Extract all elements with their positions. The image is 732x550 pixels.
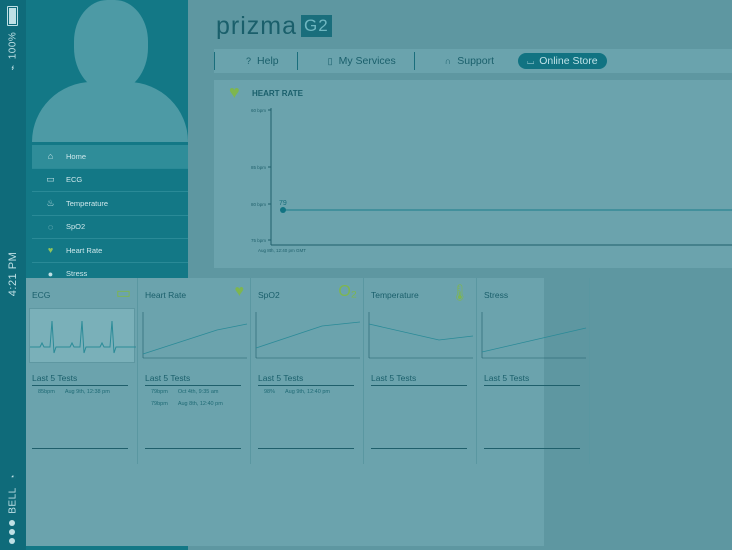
last-tests-label: Last 5 Tests xyxy=(371,373,467,386)
card-icon: 🌡 xyxy=(449,285,470,302)
ecg-preview xyxy=(29,308,136,363)
card-title: SpO2 xyxy=(258,290,280,300)
signal-dots xyxy=(9,520,15,544)
test-row[interactable]: 98% Aug 9th, 12:40 pm xyxy=(264,389,330,395)
logo: prizma G2 xyxy=(216,12,332,41)
divider xyxy=(32,448,128,449)
data-label: 79 xyxy=(279,200,287,207)
divider xyxy=(484,448,580,449)
sidebar-item-label: SpO2 xyxy=(66,222,86,232)
test-row[interactable]: 79bpm Oct 4th, 9:35 am xyxy=(151,389,219,395)
y-tick-label: 85 bpm xyxy=(251,165,266,170)
battery-icon xyxy=(7,6,18,26)
thermometer-icon: ♨ xyxy=(46,197,55,208)
ecg-icon: ▭ xyxy=(46,174,55,185)
carrier-label: BELL xyxy=(7,487,19,514)
test-card-temperature[interactable]: Temperature 🌡 Last 5 Tests xyxy=(365,278,477,464)
test-card-spo2[interactable]: SpO2 O₂ Last 5 Tests 98% Aug 9th, 12:40 pm xyxy=(252,278,364,464)
mini-chart xyxy=(255,312,361,359)
online-store-button[interactable]: ⌴ Online Store xyxy=(518,52,607,70)
stress-icon: ● xyxy=(47,268,54,279)
card-title: Temperature xyxy=(371,290,419,300)
test-card-ecg[interactable]: ECG ▭ Last 5 Tests 85bpm Aug 9th, 12:38 pm xyxy=(26,278,138,464)
support-icon: ∩ xyxy=(444,56,452,66)
tests-section: ECG ▭ Last 5 Tests 85bpm Aug 9th, 12:38 pm He… xyxy=(26,278,590,546)
sidebar-item-label: ECG xyxy=(66,175,83,185)
heart-icon: ♥ xyxy=(229,82,240,102)
sidebar-item-ecg[interactable]: ▭ ECG xyxy=(32,169,188,192)
y-tick-label: 60 bpm xyxy=(251,108,266,113)
mini-chart xyxy=(481,312,587,359)
support-button[interactable]: ∩ Support xyxy=(413,52,512,70)
sidebar-item-temperature[interactable]: ♨ Temperature xyxy=(32,192,188,216)
sidebar-item-heart-rate[interactable]: ♥ Heart Rate xyxy=(32,239,188,263)
sidebar-item-home[interactable]: ⌂ Home xyxy=(32,145,188,169)
card-title: ECG xyxy=(32,290,51,300)
divider xyxy=(145,448,241,449)
help-icon: ? xyxy=(246,56,252,66)
card-title: Stress xyxy=(484,290,509,300)
last-tests-label: Last 5 Tests xyxy=(32,373,128,386)
mini-chart xyxy=(142,312,248,359)
heart-rate-chart: 60 bpm 85 bpm 80 bpm 75 bpm 79 Aug 8th, 12:… xyxy=(251,108,732,253)
last-tests-label: Last 5 Tests xyxy=(258,373,354,386)
sidebar-item-spo2[interactable]: ◌ SpO2 xyxy=(32,216,188,239)
top-nav: ? Help ▯ My Services ∩ Support ⌴ Online Stor… xyxy=(214,49,732,73)
sidebar-item-label: Home xyxy=(66,151,87,161)
y-tick-label: 80 bpm xyxy=(251,202,266,207)
test-row[interactable]: 79bpm Aug 8th, 12:40 pm xyxy=(151,401,223,407)
battery-level: 100% xyxy=(7,31,19,60)
heart-icon: ♥ xyxy=(47,245,54,256)
test-card-stress[interactable]: Stress Last 5 Tests xyxy=(478,278,590,464)
y-tick-label: 75 bpm xyxy=(251,238,266,243)
clock: 4:21 PM xyxy=(7,251,19,297)
mini-chart xyxy=(368,312,474,359)
card-icon: O₂ xyxy=(338,283,357,300)
data-point[interactable] xyxy=(280,207,286,213)
heart-rate-panel xyxy=(214,80,732,268)
heart-rate-title: HEART RATE xyxy=(252,89,303,98)
test-card-heart-rate[interactable]: Heart Rate ♥ Last 5 Tests 79bpm Oct 4th, 9:3… xyxy=(139,278,251,464)
divider xyxy=(258,448,354,449)
card-title: Heart Rate xyxy=(145,290,187,300)
card-icon: ♥ xyxy=(234,283,245,300)
cart-icon: ⌴ xyxy=(527,55,535,66)
main-content: prizma G2 ? Help ▯ My Services ∩ Support ⌴ On… xyxy=(188,0,732,550)
spo2-icon: ◌ xyxy=(47,221,54,232)
home-icon: ⌂ xyxy=(47,151,54,162)
signal-icon: ◔ xyxy=(8,474,18,480)
avatar[interactable] xyxy=(32,0,188,142)
services-icon: ▯ xyxy=(327,55,333,66)
sidebar-item-label: Stress xyxy=(66,269,88,279)
help-button[interactable]: ? Help xyxy=(214,52,297,70)
last-tests-label: Last 5 Tests xyxy=(145,373,241,386)
sidebar-item-label: Temperature xyxy=(66,198,109,208)
status-bar: 100% ⌁ 4:21 PM ◔ BELL xyxy=(0,0,26,550)
last-tests-label: Last 5 Tests xyxy=(484,373,580,386)
x-tick-label: Aug 8th, 12:40 pm GMT xyxy=(258,248,306,253)
wifi-icon: ⌁ xyxy=(7,64,18,71)
my-services-button[interactable]: ▯ My Services xyxy=(296,52,414,70)
card-icon: ▭ xyxy=(115,285,131,302)
divider xyxy=(371,448,467,449)
sidebar-item-label: Heart Rate xyxy=(66,245,103,255)
test-row[interactable]: 85bpm Aug 9th, 12:38 pm xyxy=(38,389,110,395)
